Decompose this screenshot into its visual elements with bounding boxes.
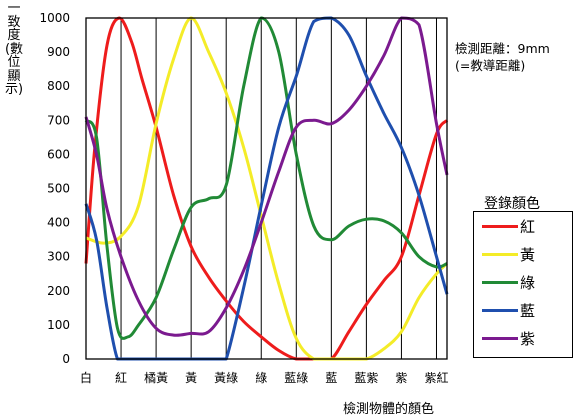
legend-swatch <box>482 224 518 228</box>
y-tick-label: 600 <box>47 147 70 161</box>
y-tick-label: 0 <box>62 352 70 366</box>
y-tick-label: 100 <box>47 318 70 332</box>
x-tick-label: 綠 <box>255 371 267 385</box>
series-line-黃 <box>85 16 449 361</box>
legend-label: 綠 <box>520 273 536 292</box>
plot-frame <box>85 17 448 360</box>
legend-label: 紫 <box>520 329 536 348</box>
x-tick-label: 紫 <box>395 371 407 385</box>
y-tick-label: 900 <box>47 45 70 59</box>
y-tick-labels: 0 100 200 300 400 500 600 700 800 900 1000 <box>39 11 70 366</box>
x-tick-label: 藍紫 <box>354 371 378 385</box>
legend-item: 藍 <box>474 296 572 324</box>
x-tick-labels: 白 紅 橘黃 黃 黃綠 綠 藍綠 藍 藍紫 紫 紫紅 <box>80 370 449 385</box>
legend-label: 藍 <box>520 301 536 320</box>
y-tick-label: 800 <box>47 79 70 93</box>
legend-swatch <box>482 336 518 340</box>
x-tick-label: 黃綠 <box>214 371 238 385</box>
x-tick-label: 紅 <box>115 371 127 385</box>
series-line-紫 <box>84 16 449 337</box>
x-tick-label: 紫紅 <box>424 371 448 385</box>
series-line-紅 <box>84 16 449 361</box>
y-tick-label: 1000 <box>39 11 70 25</box>
distance-note-line-2: (=教導距離) <box>455 58 526 73</box>
series-layer <box>84 16 449 361</box>
legend-item: 綠 <box>474 268 572 296</box>
distance-note-line-1: 檢測距離：9mm <box>455 41 550 56</box>
legend-swatch <box>482 280 518 284</box>
legend-swatch <box>482 308 518 312</box>
legend-label: 紅 <box>520 217 536 236</box>
x-tick-label: 白 <box>80 370 92 385</box>
x-tick-label: 黃 <box>185 371 197 385</box>
legend-title: 登錄顏色 <box>484 196 540 212</box>
x-axis-label: 檢測物體的顏色 <box>343 402 435 417</box>
legend-label: 黃 <box>520 245 536 264</box>
series-line-綠 <box>84 16 448 340</box>
y-tick-label: 700 <box>47 113 70 127</box>
x-tick-label: 藍 <box>325 371 337 385</box>
legend-item: 紅 <box>474 212 572 240</box>
y-tick-label: 300 <box>47 250 70 264</box>
y-tick-label: 500 <box>47 182 70 196</box>
legend: 紅黃綠藍紫 <box>473 211 573 358</box>
distance-note: 檢測距離：9mm (=教導距離) <box>455 40 550 74</box>
legend-swatch <box>482 252 518 256</box>
y-tick-label: 400 <box>47 216 70 230</box>
y-axis-label: 一致度(數位顯示) <box>4 1 24 97</box>
y-tick-label: 200 <box>47 284 70 298</box>
legend-item: 黃 <box>474 240 572 268</box>
x-tick-label: 藍綠 <box>284 371 308 385</box>
x-tick-label: 橘黃 <box>144 370 168 385</box>
legend-item: 紫 <box>474 324 572 352</box>
